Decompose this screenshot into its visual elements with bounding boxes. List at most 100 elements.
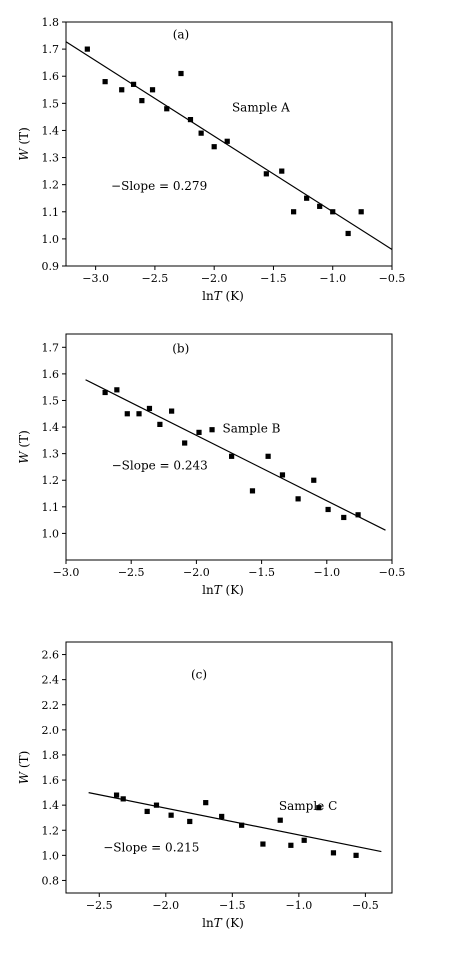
sample-label: Sample C: [279, 799, 337, 813]
data-point: [301, 837, 307, 843]
x-tick-label: −1.5: [219, 899, 246, 912]
data-point: [157, 421, 163, 427]
y-tick-label: 1.0: [42, 527, 60, 540]
x-tick-label: −0.5: [352, 899, 379, 912]
data-point: [136, 411, 142, 417]
y-tick-label: 1.0: [42, 233, 60, 246]
slope-annotation: −Slope = 0.215: [103, 841, 199, 855]
chart-panel-3: −2.5 −2.0 −1.5 −1.0 −0.5 0.8 1.0 1.2 1.4 1.6 1.8 2.…: [17, 641, 393, 930]
x-tick-label: −2.0: [183, 566, 210, 579]
x-tick-label: −3.0: [82, 272, 109, 285]
y-tick-label: 2.2: [42, 699, 60, 712]
data-point: [224, 138, 230, 144]
x-axis-title-unit: (K): [222, 916, 244, 930]
y-tick-label: 2.6: [42, 649, 60, 662]
fit-line: [85, 379, 386, 531]
y-tick-label: 1.3: [42, 448, 60, 461]
y-tick-label: 1.0: [42, 849, 60, 862]
plot-frame: [65, 641, 393, 894]
x-axis-title-main: ln: [202, 916, 214, 930]
data-point: [260, 841, 266, 847]
y-tick-label: 1.4: [42, 799, 60, 812]
y-tick-label: 1.6: [42, 774, 60, 787]
data-point: [187, 818, 193, 825]
panel-label: (b): [172, 342, 189, 356]
x-axis-title-variable: T: [214, 916, 223, 930]
data-point: [330, 209, 336, 215]
data-point: [178, 70, 184, 77]
data-point: [120, 796, 126, 802]
data-point: [168, 812, 174, 818]
y-tick-label: 1.2: [42, 179, 60, 192]
data-point: [317, 203, 323, 209]
data-point: [263, 171, 269, 177]
data-point: [139, 98, 145, 104]
data-point: [102, 79, 108, 85]
x-tick-label: −1.0: [319, 272, 346, 285]
data-point: [130, 81, 137, 87]
data-point: [144, 808, 150, 815]
y-tick-label: 1.7: [42, 43, 60, 56]
x-tick-label: −0.5: [379, 272, 406, 285]
y-axis-title-main: W: [17, 770, 31, 784]
data-point: [355, 512, 361, 518]
data-point: [196, 429, 202, 435]
y-axis-title-main: W: [17, 147, 31, 161]
y-tick-label: 1.3: [42, 152, 60, 165]
x-tick-label: −2.5: [86, 899, 113, 912]
data-point: [219, 813, 225, 820]
x-tick-label: −2.5: [118, 566, 145, 579]
y-axis-title-argument: (T): [17, 127, 31, 148]
data-point: [119, 87, 125, 93]
y-tick-label: 1.1: [42, 501, 60, 514]
fit-line: [88, 792, 382, 853]
data-point: [149, 87, 156, 93]
y-tick-label: 1.6: [42, 368, 60, 381]
x-axis-title-unit: (K): [222, 583, 244, 597]
y-tick-label: 1.7: [42, 341, 60, 354]
x-tick-label: −3.0: [53, 566, 80, 579]
x-tick-label: −1.0: [313, 566, 340, 579]
data-point: [353, 852, 359, 858]
y-tick-label: 2.0: [42, 724, 60, 737]
y-tick-label: 1.2: [42, 824, 60, 837]
data-point: [203, 800, 209, 806]
data-point: [169, 408, 175, 414]
data-point: [249, 488, 256, 494]
x-axis-title-main: ln: [202, 289, 214, 303]
data-point: [153, 802, 160, 808]
data-point: [291, 209, 297, 215]
x-axis-title: lnT (K): [202, 583, 244, 597]
x-tick-label: −1.5: [248, 566, 275, 579]
panel-label: (c): [191, 667, 207, 681]
chart-panel-1: −3.0 −2.5 −2.0 −1.5 −1.0 −0.5 0.9 1.0 1.1 1.2 1.3 1…: [17, 16, 405, 303]
y-axis-title-argument: (T): [17, 751, 31, 772]
data-point: [304, 195, 310, 201]
data-point: [277, 817, 283, 823]
data-point: [113, 792, 120, 798]
data-point: [146, 405, 153, 412]
data-point: [265, 453, 271, 459]
data-point: [345, 230, 351, 237]
y-axis-title-argument: (T): [17, 430, 31, 451]
data-point: [124, 411, 130, 417]
data-point: [279, 472, 286, 478]
x-tick-label: −2.0: [201, 272, 228, 285]
data-point: [311, 477, 317, 483]
data-point: [164, 106, 170, 112]
y-tick-label: 1.4: [42, 124, 60, 137]
y-tick-label: 1.8: [42, 749, 60, 762]
plot-frame: [65, 21, 393, 267]
data-point: [187, 117, 194, 123]
y-axis-title: W (T): [17, 430, 31, 464]
y-tick-label: 1.5: [42, 97, 60, 110]
data-point: [209, 427, 215, 433]
x-axis-title-unit: (K): [222, 289, 244, 303]
x-tick-label: −2.5: [142, 272, 169, 285]
y-tick-label: 1.5: [42, 394, 60, 407]
slope-annotation: −Slope = 0.243: [112, 459, 208, 473]
y-tick-label: 1.2: [42, 474, 60, 487]
plot-frame: [65, 333, 393, 561]
data-point: [316, 805, 322, 811]
